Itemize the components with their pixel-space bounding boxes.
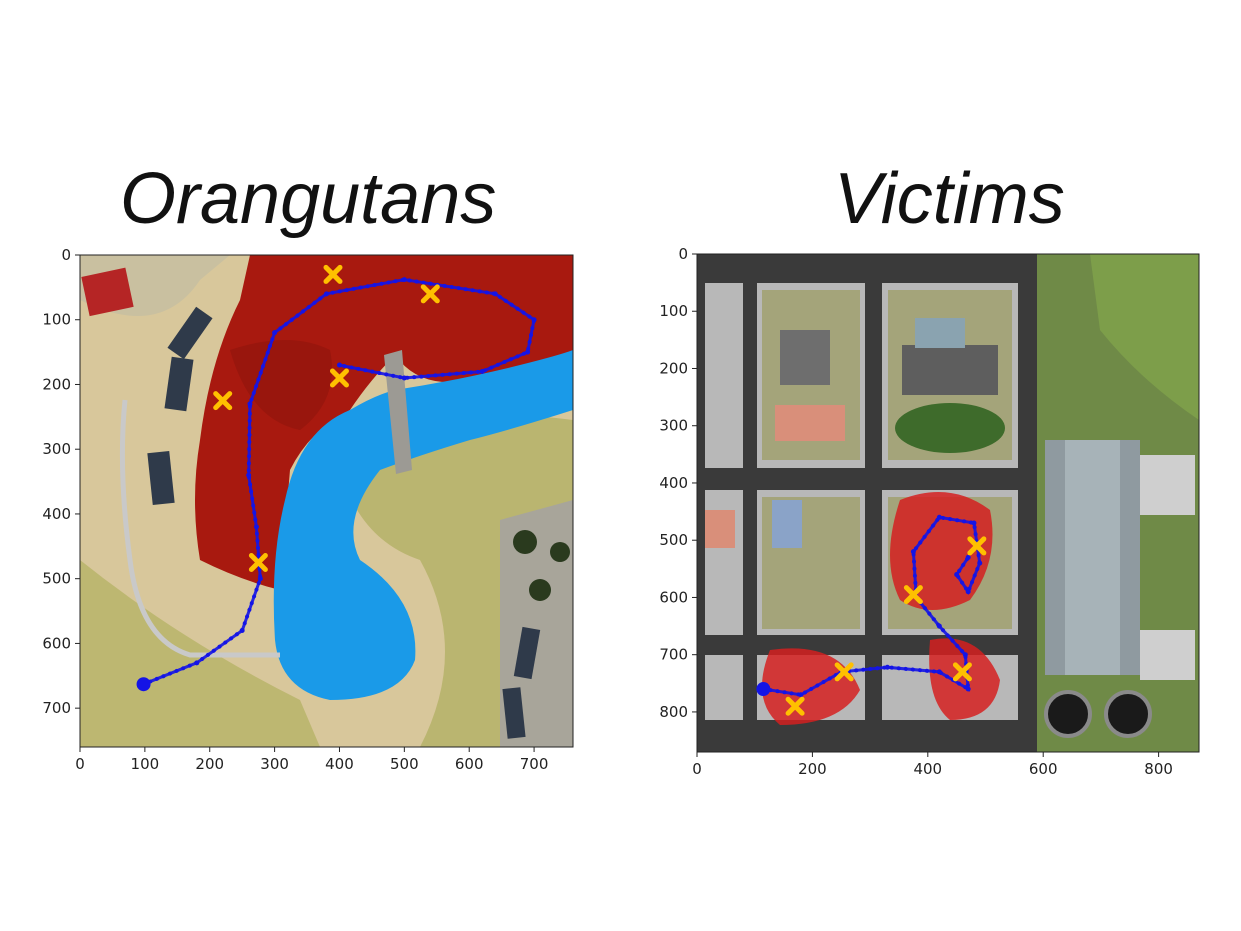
victims-y-tick-label: 200 xyxy=(659,359,688,377)
orangutans-x-tick-label: 400 xyxy=(325,755,354,773)
orangutans-trajectory-point xyxy=(194,660,200,666)
victims-trajectory-point xyxy=(971,520,977,526)
orangutans-trajectory-point xyxy=(401,375,407,381)
victims-trajectory-point xyxy=(977,560,983,566)
victims-target-marker xyxy=(952,662,972,682)
orangutans-x-tick-label: 300 xyxy=(260,755,289,773)
orangutans-trajectory-point xyxy=(272,330,278,336)
orangutans-axes-frame xyxy=(79,254,574,748)
victims-target-marker xyxy=(967,536,987,556)
victims-y-tick-label: 0 xyxy=(678,245,688,263)
orangutans-map-terrain xyxy=(80,255,573,747)
orangutans-y-tick-label: 100 xyxy=(42,311,71,329)
victims-trajectory-point xyxy=(954,572,960,578)
panel-title-orangutans: Orangutans xyxy=(120,159,497,239)
orangutans-x-tick-label: 500 xyxy=(390,755,419,773)
victims-trajectory-point xyxy=(965,686,971,692)
orangutans-target-marker xyxy=(329,368,349,388)
victims-y-tick-label: 400 xyxy=(659,474,688,492)
victims-trajectory-point xyxy=(798,692,804,698)
victims-start-point xyxy=(756,682,771,697)
orangutans-start-point xyxy=(136,677,151,692)
orangutans-trajectory-point xyxy=(253,524,259,530)
victims-x-tick-label: 200 xyxy=(798,760,827,778)
orangutans-y-tick-label: 700 xyxy=(42,699,71,717)
orangutans-y-tick-label: 200 xyxy=(42,375,71,393)
orangutans-x-tick-label: 600 xyxy=(455,755,484,773)
orangutans-trajectory-point xyxy=(257,576,263,582)
victims-trajectory-point xyxy=(965,589,971,595)
victims-trajectory-point xyxy=(936,514,942,520)
orangutans-x-tick-label: 100 xyxy=(131,755,160,773)
orangutans-trajectory-point xyxy=(324,291,329,297)
orangutans-y-tick-label: 300 xyxy=(42,440,71,458)
victims-target-marker xyxy=(903,585,923,605)
victims-trajectory-point xyxy=(965,554,971,560)
victims-trajectory-point xyxy=(910,549,916,555)
orangutans-trajectory-point xyxy=(336,362,342,368)
victims-trajectory-point xyxy=(962,652,968,658)
panel-title-victims: Victims xyxy=(834,159,1065,239)
orangutans-trajectory-point xyxy=(247,401,253,407)
victims-y-tick-label: 100 xyxy=(659,302,688,320)
orangutans-trajectory-point xyxy=(401,277,407,283)
orangutans-y-tick-label: 0 xyxy=(61,246,71,264)
victims-trajectory-line xyxy=(763,515,982,697)
victims-y-tick-label: 700 xyxy=(659,646,688,664)
orangutans-trajectory-point xyxy=(239,627,245,633)
victims-x-tick-label: 800 xyxy=(1144,760,1173,778)
victims-x-tick-label: 400 xyxy=(913,760,942,778)
victims-y-tick-label: 600 xyxy=(659,588,688,606)
orangutans-target-marker xyxy=(213,391,233,411)
orangutans-x-tick-label: 700 xyxy=(520,755,549,773)
orangutans-y-tick-label: 600 xyxy=(42,634,71,652)
orangutans-x-tick-label: 200 xyxy=(195,755,224,773)
victims-target-marker xyxy=(834,662,854,682)
orangutans-trajectory-point xyxy=(531,317,537,323)
victims-trajectory-point xyxy=(936,669,942,675)
orangutans-trajectory-point xyxy=(479,369,485,375)
victims-y-tick-label: 500 xyxy=(659,531,688,549)
orangutans-trajectory-line xyxy=(143,278,536,686)
victims-target-marker xyxy=(785,696,805,716)
victims-x-tick-label: 0 xyxy=(692,760,702,778)
orangutans-y-tick-label: 500 xyxy=(42,570,71,588)
orangutans-trajectory-point xyxy=(525,349,531,355)
orangutans-x-tick-label: 0 xyxy=(75,755,85,773)
orangutans-y-tick-label: 400 xyxy=(42,505,71,523)
victims-y-tick-label: 300 xyxy=(659,417,688,435)
victims-trajectory-point xyxy=(884,664,890,670)
victims-y-tick-label: 800 xyxy=(659,703,688,721)
orangutans-target-marker xyxy=(420,284,440,304)
orangutans-target-marker xyxy=(323,264,343,284)
orangutans-target-marker xyxy=(248,553,268,572)
victims-x-tick-label: 600 xyxy=(1029,760,1058,778)
victims-trajectory-point xyxy=(936,623,942,629)
victims-axes-frame xyxy=(696,253,1200,753)
orangutans-trajectory-point xyxy=(246,472,252,478)
orangutans-trajectory-point xyxy=(492,291,498,297)
